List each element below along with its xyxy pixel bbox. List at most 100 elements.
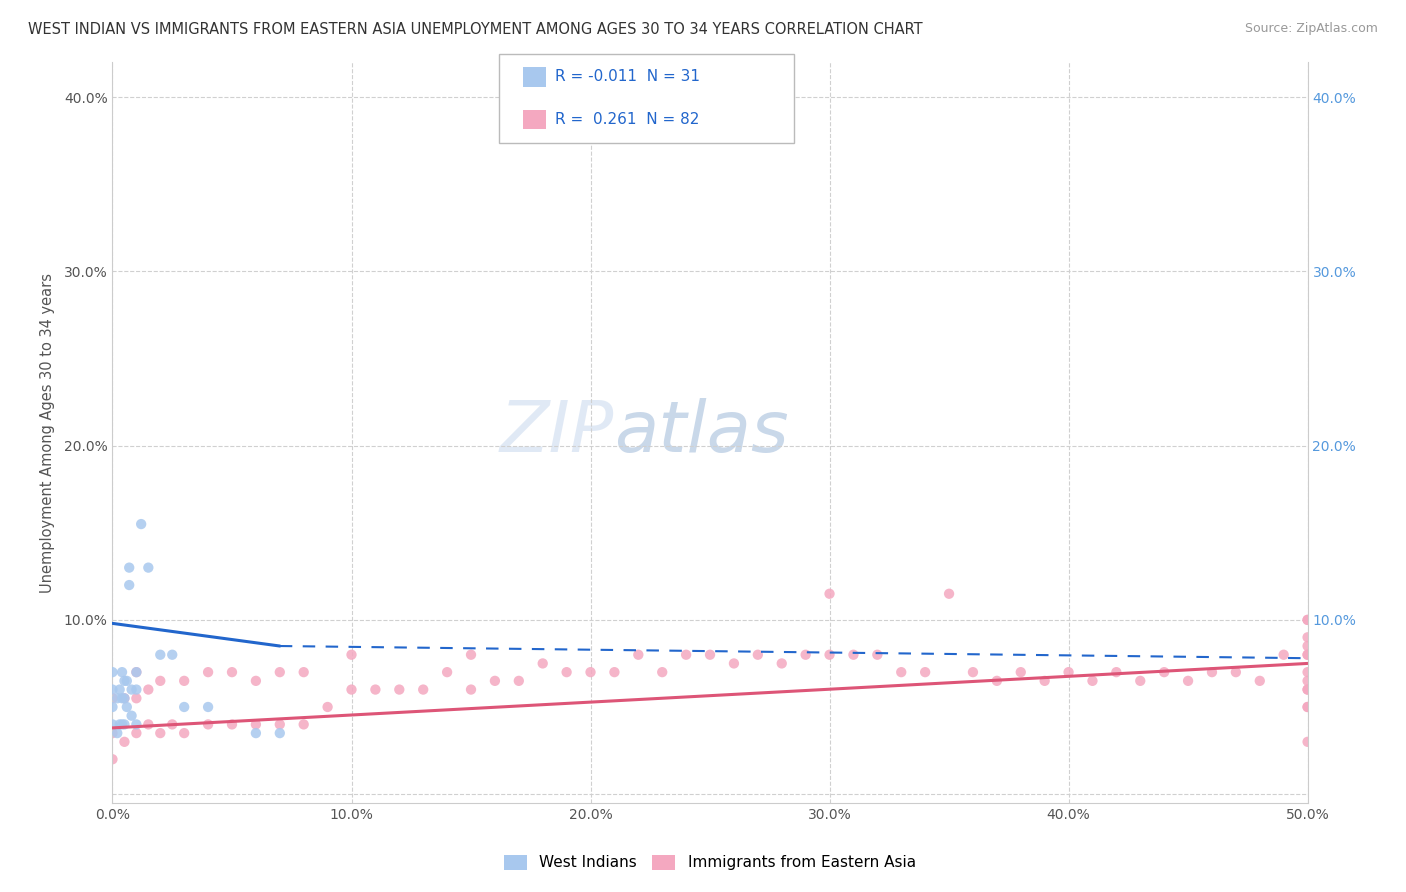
Point [125, 691, 148, 706]
Point [115, 673, 138, 688]
Point [105, 691, 128, 706]
Point [114, 691, 135, 706]
Text: R = -0.011  N = 31: R = -0.011 N = 31 [555, 70, 700, 84]
Point [129, 517, 152, 532]
Point [121, 708, 143, 723]
Point [111, 665, 134, 680]
Point [245, 673, 267, 688]
Point [962, 665, 984, 680]
Point [162, 717, 183, 731]
Point [364, 682, 387, 697]
Point [723, 657, 745, 671]
Point [1296, 682, 1319, 697]
Point [221, 717, 243, 731]
Point [1296, 613, 1319, 627]
Point [292, 665, 315, 680]
Point [460, 682, 482, 697]
Point [114, 735, 135, 749]
Point [114, 673, 135, 688]
Point [108, 717, 131, 731]
Point [938, 587, 960, 601]
Point [101, 665, 124, 680]
Point [699, 648, 721, 662]
Point [1249, 673, 1271, 688]
Point [197, 717, 219, 731]
Point [340, 648, 363, 662]
Point [1201, 665, 1223, 680]
Point [292, 717, 315, 731]
Point [149, 648, 172, 662]
Point [747, 648, 769, 662]
Point [101, 691, 124, 706]
Point [125, 665, 148, 680]
Point [173, 726, 195, 740]
Point [316, 700, 339, 714]
Point [125, 682, 148, 697]
Point [269, 665, 291, 680]
Point [173, 673, 195, 688]
Point [197, 700, 219, 714]
Point [269, 726, 291, 740]
Text: Source: ZipAtlas.com: Source: ZipAtlas.com [1244, 22, 1378, 36]
Point [340, 682, 363, 697]
Point [221, 665, 243, 680]
Point [114, 691, 135, 706]
Point [794, 648, 817, 662]
Point [138, 717, 160, 731]
Point [914, 665, 936, 680]
Point [149, 673, 172, 688]
Point [842, 648, 865, 662]
Point [1296, 639, 1319, 653]
Point [125, 665, 148, 680]
Point [1057, 665, 1080, 680]
Point [245, 717, 267, 731]
Point [118, 578, 141, 592]
Point [1296, 648, 1319, 662]
Point [818, 648, 841, 662]
Point [125, 726, 148, 740]
Point [114, 717, 135, 731]
Point [412, 682, 434, 697]
Point [162, 648, 183, 662]
Point [1296, 700, 1319, 714]
Point [101, 726, 124, 740]
Legend: West Indians, Immigrants from Eastern Asia: West Indians, Immigrants from Eastern As… [498, 848, 922, 877]
Point [651, 665, 673, 680]
Point [890, 665, 912, 680]
Point [173, 700, 195, 714]
Point [101, 717, 124, 731]
Point [1296, 735, 1319, 749]
Point [1225, 665, 1247, 680]
Point [531, 657, 554, 671]
Point [197, 665, 219, 680]
Point [108, 682, 131, 697]
Point [125, 717, 148, 731]
Point [1296, 648, 1319, 662]
Point [436, 665, 458, 680]
Point [1296, 630, 1319, 644]
Point [579, 665, 602, 680]
Point [138, 560, 160, 574]
Point [555, 665, 578, 680]
Point [603, 665, 626, 680]
Point [111, 717, 134, 731]
Point [460, 648, 482, 662]
Point [986, 673, 1008, 688]
Point [818, 587, 841, 601]
Point [1296, 673, 1319, 688]
Point [149, 726, 172, 740]
Point [508, 673, 530, 688]
Point [138, 682, 160, 697]
Text: R =  0.261  N = 82: R = 0.261 N = 82 [555, 112, 700, 127]
Point [101, 752, 124, 766]
Y-axis label: Unemployment Among Ages 30 to 34 years: Unemployment Among Ages 30 to 34 years [41, 273, 55, 592]
Point [1153, 665, 1175, 680]
Text: ZIP: ZIP [501, 398, 614, 467]
Point [1296, 682, 1319, 697]
Point [770, 657, 793, 671]
Point [101, 700, 124, 714]
Point [121, 682, 143, 697]
Point [101, 682, 124, 697]
Point [1010, 665, 1032, 680]
Point [1296, 665, 1319, 680]
